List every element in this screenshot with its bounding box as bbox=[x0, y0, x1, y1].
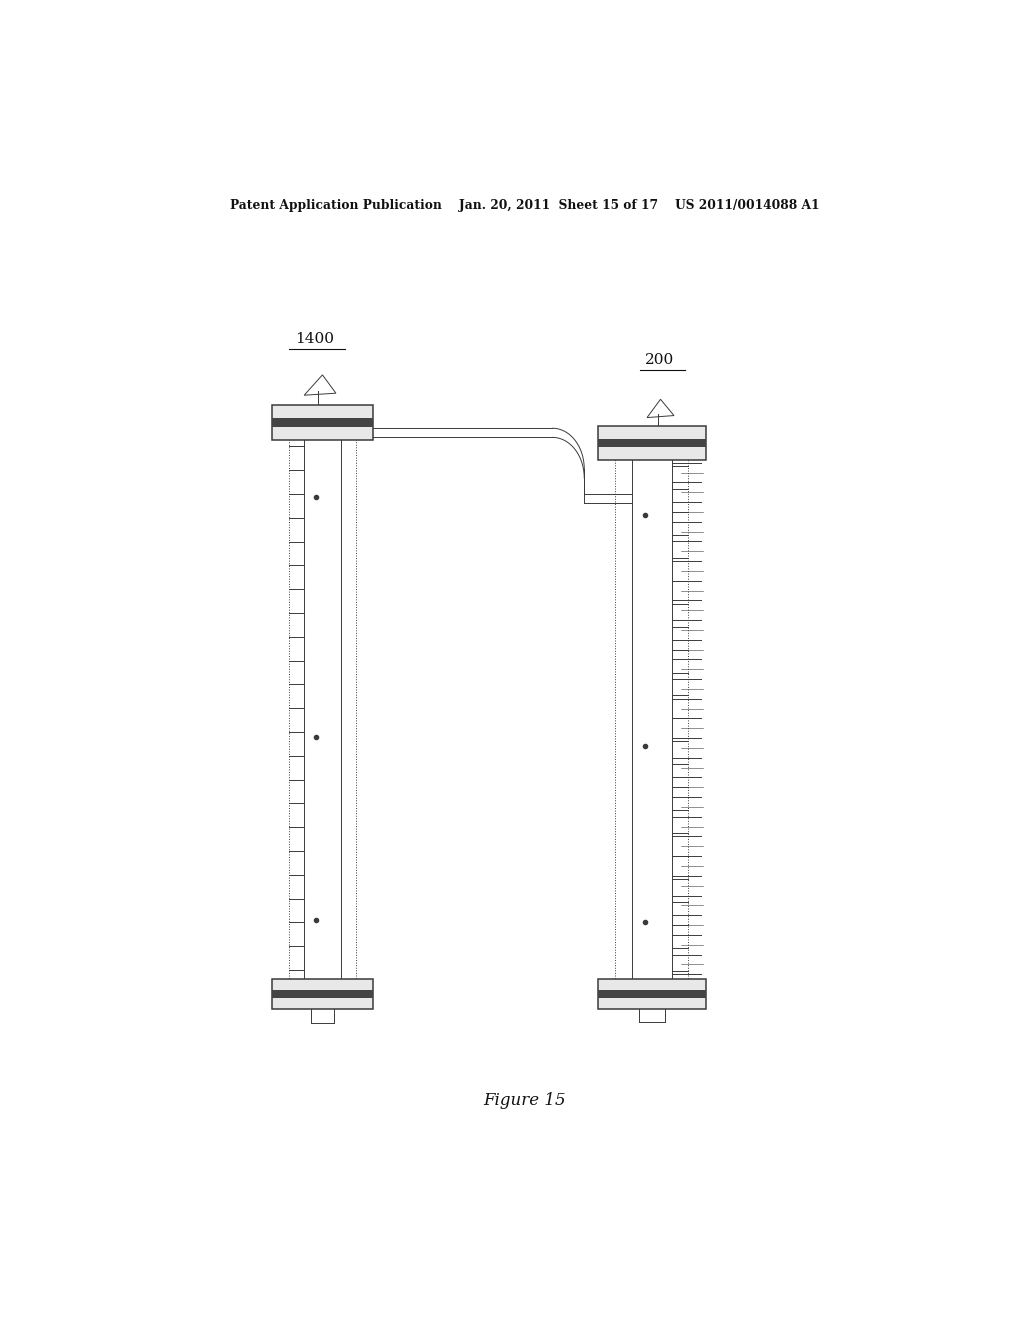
Text: 1400: 1400 bbox=[295, 333, 334, 346]
Text: 200: 200 bbox=[645, 352, 675, 367]
Bar bbox=[271, 405, 373, 440]
Text: Patent Application Publication    Jan. 20, 2011  Sheet 15 of 17    US 2011/00140: Patent Application Publication Jan. 20, … bbox=[230, 198, 819, 211]
Bar bbox=[598, 979, 706, 1008]
Bar bbox=[598, 438, 706, 447]
Bar bbox=[271, 979, 373, 1008]
Bar bbox=[271, 990, 373, 998]
Bar bbox=[598, 990, 706, 998]
Bar bbox=[271, 418, 373, 426]
Text: Figure 15: Figure 15 bbox=[483, 1092, 566, 1109]
Bar bbox=[598, 426, 706, 461]
